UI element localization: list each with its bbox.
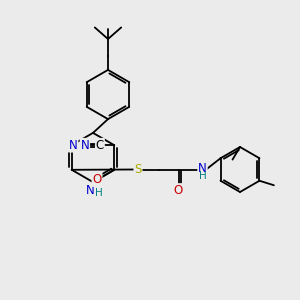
Text: N: N	[198, 162, 207, 175]
Text: O: O	[92, 173, 102, 186]
Text: N: N	[69, 139, 78, 152]
Text: C: C	[96, 139, 104, 152]
Text: H: H	[94, 188, 102, 198]
Text: N: N	[80, 139, 89, 152]
Text: H: H	[199, 171, 207, 181]
Text: N: N	[85, 184, 94, 197]
Text: S: S	[134, 163, 142, 176]
Text: O: O	[174, 184, 183, 197]
